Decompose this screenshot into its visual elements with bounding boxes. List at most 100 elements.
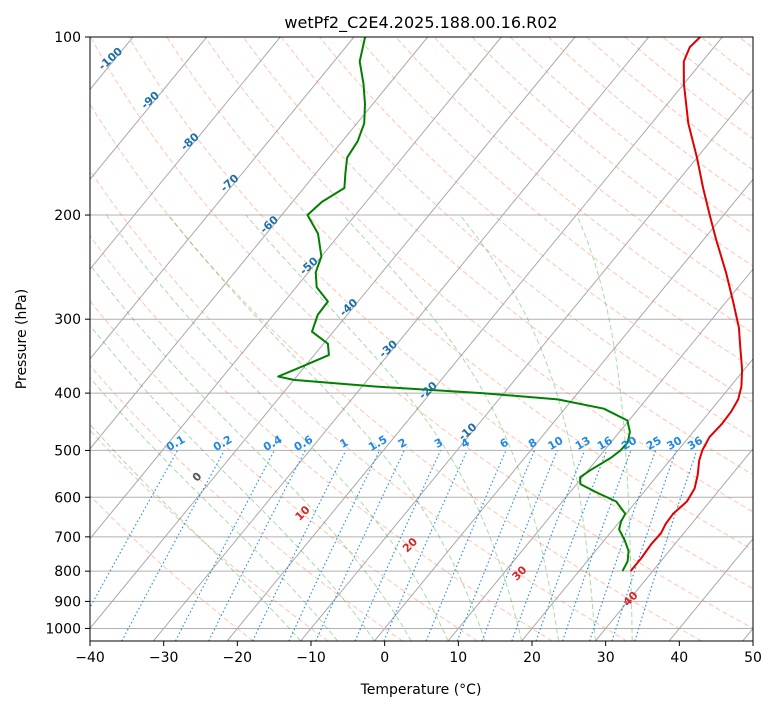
y-tick-label: 800	[54, 564, 81, 580]
x-tick-label: 0	[380, 650, 389, 666]
x-tick-label: −30	[149, 650, 179, 666]
isotherm-gridline	[521, 358, 753, 641]
mixing-ratio-line	[511, 450, 586, 641]
mixing-ratio-line	[456, 450, 536, 641]
dewpoint-profile-line	[277, 37, 631, 572]
isotherm-gridline	[668, 537, 753, 641]
moist-adiabat-line	[459, 214, 596, 641]
mixing-ratio-line	[175, 450, 275, 641]
mixing-ratio-line	[208, 450, 306, 641]
isotherm-label: -20	[416, 379, 440, 402]
isotherm-label: -30	[377, 337, 401, 360]
isotherm-gridline	[90, 37, 208, 181]
mixing-ratio-line	[252, 450, 347, 641]
dry-adiabat-line	[662, 37, 753, 109]
isotherm-gridline	[300, 88, 753, 641]
dry-adiabat-line	[90, 300, 478, 641]
x-axis-ticks: −40 −30 −20 −10 0 10 20 30 40 50	[75, 641, 762, 666]
isotherm-label: -80	[178, 130, 202, 153]
dry-adiabat-line	[204, 37, 753, 513]
mixing-ratio-line	[90, 450, 178, 609]
mixing-ratio-line	[354, 450, 442, 641]
mixing-ratio-line	[121, 450, 225, 641]
moist-adiabat-line	[576, 214, 633, 641]
isotherm-label: -100	[96, 45, 125, 73]
isotherm-label: -70	[218, 171, 242, 194]
moist-adiabat-line	[168, 214, 486, 641]
y-tick-label: 1000	[45, 622, 81, 638]
mixing-ratio-label: 8	[526, 436, 539, 451]
mixing-ratio-label: 6	[498, 436, 511, 451]
isotherm-gridline	[90, 37, 429, 450]
isotherm-label: -40	[337, 296, 361, 319]
y-axis-ticks: 100 200 300 400 500 600 700 800 900 1000	[45, 30, 90, 638]
y-tick-label: 200	[54, 208, 81, 224]
moist-adiabat-line	[90, 377, 338, 641]
x-tick-label: −20	[223, 650, 253, 666]
dry-adiabat-line	[90, 37, 753, 630]
y-tick-label: 400	[54, 386, 81, 402]
dry-adiabat-line	[471, 37, 753, 267]
moist-adiabat-line	[342, 214, 560, 641]
mixing-ratio-line	[383, 450, 468, 641]
mixing-ratio-line	[425, 450, 507, 641]
isotherm-gridline	[447, 268, 753, 641]
isotherm-gridline	[90, 37, 281, 270]
x-tick-label: 30	[597, 650, 615, 666]
thermo-guide-lines	[90, 37, 753, 641]
isopleth-labels: 0.1 0.2 0.4 0.6 1 1.5 2 3 4 6 8 10 13 16 20 25 30 36-100-…	[96, 45, 705, 609]
mixing-ratio-line	[535, 450, 608, 641]
theta-label: 0	[190, 469, 205, 484]
profile-lines	[277, 37, 744, 572]
dry-adiabat-line	[548, 37, 753, 203]
isotherm-gridline	[90, 37, 576, 630]
x-tick-label: −10	[296, 650, 326, 666]
y-tick-label: 600	[54, 490, 81, 506]
isotherm-gridline	[90, 37, 502, 540]
moist-adiabat-line	[90, 263, 412, 641]
dry-adiabat-line	[738, 37, 753, 49]
isotherm-gridline	[226, 37, 723, 641]
dry-adiabat-line	[319, 37, 753, 404]
moist-adiabat-line	[90, 423, 302, 641]
isotherm-gridline	[90, 37, 355, 360]
y-tick-label: 100	[54, 30, 81, 46]
theta-label: 20	[400, 535, 420, 555]
x-tick-label: −40	[75, 650, 105, 666]
dry-adiabat-line	[586, 37, 753, 171]
dry-adiabat-line	[90, 429, 329, 641]
moist-adiabat-line	[245, 214, 523, 641]
y-tick-label: 500	[54, 443, 81, 459]
mixing-ratio-line	[561, 450, 632, 641]
gridlines	[90, 37, 753, 641]
dry-adiabat-line	[90, 235, 553, 641]
mixing-ratio-label: 3	[432, 436, 445, 451]
y-tick-label: 300	[54, 312, 81, 328]
dry-adiabat-line	[433, 37, 753, 300]
isotherm-gridline	[374, 178, 753, 641]
dry-adiabat-line	[128, 37, 753, 590]
isotherm-gridline	[595, 448, 753, 641]
dry-adiabat-line	[90, 169, 627, 641]
dry-adiabat-line	[395, 37, 753, 334]
mixing-ratio-line	[589, 450, 657, 641]
plot-frame	[89, 36, 754, 642]
theta-label: 30	[510, 563, 530, 583]
x-tick-label: 10	[449, 650, 467, 666]
chart-title: wetPf2_C2E4.2025.188.00.16.R02	[284, 13, 557, 33]
mixing-ratio-line	[611, 450, 677, 641]
moist-adiabat-line	[105, 214, 449, 641]
y-tick-label: 900	[54, 594, 81, 610]
y-tick-label: 700	[54, 530, 81, 546]
dry-adiabat-line	[509, 37, 753, 235]
dry-adiabat-line	[90, 364, 403, 641]
x-tick-label: 40	[670, 650, 688, 666]
y-axis-label: Pressure (hPa)	[14, 289, 30, 389]
dry-adiabat-line	[357, 37, 753, 369]
x-tick-label: 50	[744, 650, 762, 666]
x-tick-label: 20	[523, 650, 541, 666]
dry-adiabat-line	[280, 37, 753, 439]
isotherm-gridline	[153, 37, 650, 641]
moist-adiabat-line	[90, 324, 375, 641]
